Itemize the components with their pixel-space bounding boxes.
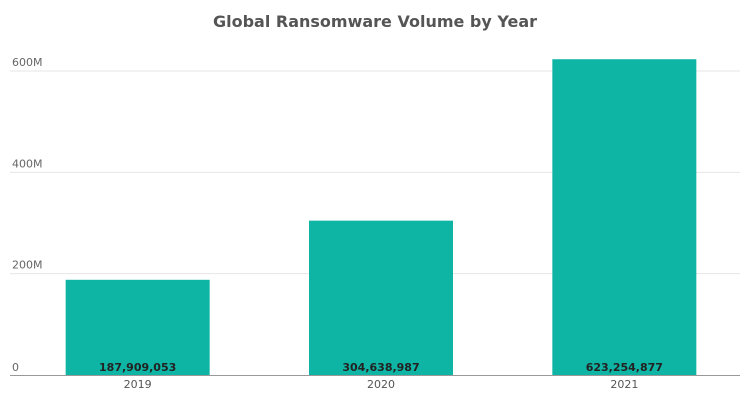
- y-axis-ticks: 0 200M 400M 600M: [12, 56, 43, 374]
- bars: [65, 59, 697, 375]
- y-tick-label: 200M: [12, 259, 43, 272]
- data-labels: 187,909,053 304,638,987 623,254,877: [99, 361, 663, 374]
- bar-2021: [552, 59, 697, 375]
- data-label-2019: 187,909,053: [99, 361, 176, 374]
- x-tick-label-2020: 2020: [367, 378, 395, 391]
- x-tick-label-2021: 2021: [610, 378, 638, 391]
- bar-2019: [65, 279, 210, 375]
- y-tick-label: 400M: [12, 157, 43, 170]
- x-axis-ticks: 2019 2020 2021: [124, 378, 639, 391]
- y-tick-label: 600M: [12, 56, 43, 69]
- data-label-2020: 304,638,987: [342, 361, 419, 374]
- x-tick-label-2019: 2019: [124, 378, 152, 391]
- y-tick-label: 0: [12, 361, 19, 374]
- data-label-2021: 623,254,877: [586, 361, 663, 374]
- bar-2020: [309, 220, 453, 375]
- chart-title: Global Ransomware Volume by Year: [212, 12, 538, 31]
